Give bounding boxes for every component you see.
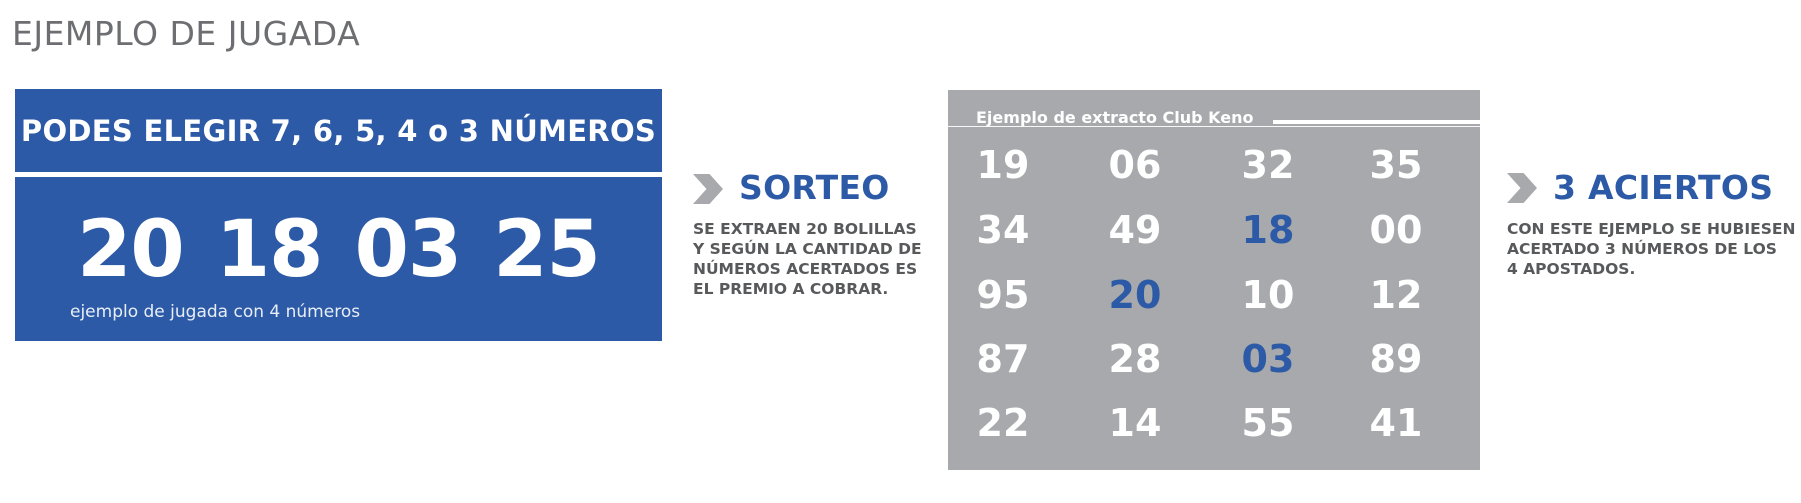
- extracto-number: 55: [1241, 401, 1295, 445]
- extracto-number: 32: [1241, 143, 1295, 187]
- play-numbers-panel: 20 18 03 25 ejemplo de jugada con 4 núme…: [15, 177, 662, 341]
- extracto-number: 00: [1369, 208, 1423, 252]
- aciertos-line: ACERTADO 3 NÚMEROS DE LOS: [1507, 240, 1777, 258]
- extracto-number: 87: [976, 337, 1030, 381]
- extracto-number: 49: [1108, 208, 1162, 252]
- extracto-number-hit: 18: [1241, 208, 1295, 252]
- extracto-divider: [948, 126, 1480, 127]
- play-heading: PODES ELEGIR 7, 6, 5, 4 o 3 NÚMEROS: [20, 113, 657, 148]
- play-number: 03: [354, 205, 463, 295]
- play-number: 20: [77, 205, 185, 295]
- extracto-number-hit: 03: [1241, 337, 1295, 381]
- play-number: 25: [493, 205, 601, 295]
- extracto-number: 89: [1369, 337, 1423, 381]
- extracto-number: 95: [976, 273, 1030, 317]
- extracto-title-rule: [1273, 120, 1480, 124]
- play-caption: ejemplo de jugada con 4 números: [70, 302, 361, 322]
- play-number: 18: [215, 205, 324, 295]
- extracto-number: 12: [1369, 273, 1423, 317]
- sorteo-line: NÚMEROS ACERTADOS ES: [693, 260, 918, 278]
- sorteo-description: SE EXTRAEN 20 BOLILLAS Y SEGÚN LA CANTID…: [693, 219, 922, 299]
- extracto-number: 14: [1108, 401, 1162, 445]
- chevron-right-icon: [1507, 173, 1537, 203]
- extracto-title: Ejemplo de extracto Club Keno: [976, 108, 1254, 127]
- extracto-number: 41: [1369, 401, 1423, 445]
- extracto-number: 35: [1369, 143, 1423, 187]
- sorteo-line: Y SEGÚN LA CANTIDAD DE: [693, 240, 922, 258]
- aciertos-line: 4 APOSTADOS.: [1507, 260, 1636, 278]
- extracto-number: 10: [1241, 273, 1295, 317]
- chevron-right-icon: [693, 174, 723, 204]
- sorteo-heading: SORTEO: [739, 168, 890, 207]
- extracto-number: 28: [1108, 337, 1162, 381]
- extracto-panel: Ejemplo de extracto Club Keno 19 06 32 35 34…: [948, 90, 1480, 470]
- extracto-number: 34: [976, 208, 1030, 252]
- play-numbers-row: 20 18 03 25: [15, 211, 662, 289]
- aciertos-line: CON ESTE EJEMPLO SE HUBIESEN: [1507, 220, 1796, 238]
- extracto-number: 06: [1108, 143, 1162, 187]
- aciertos-description: CON ESTE EJEMPLO SE HUBIESEN ACERTADO 3 …: [1507, 219, 1795, 279]
- play-heading-banner: PODES ELEGIR 7, 6, 5, 4 o 3 NÚMEROS: [15, 89, 662, 172]
- extracto-number: 19: [976, 143, 1030, 187]
- page-title: EJEMPLO DE JUGADA: [12, 14, 361, 53]
- extracto-grid: 19 06 32 35 34 49 18 00 95 20 10 12 87 28 03 89 22 14 55 41: [948, 90, 1480, 470]
- aciertos-heading: 3 ACIERTOS: [1553, 168, 1774, 207]
- sorteo-line: EL PREMIO A COBRAR.: [693, 280, 889, 298]
- extracto-number-hit: 20: [1108, 273, 1162, 317]
- extracto-number: 22: [976, 401, 1030, 445]
- sorteo-line: SE EXTRAEN 20 BOLILLAS: [693, 220, 917, 238]
